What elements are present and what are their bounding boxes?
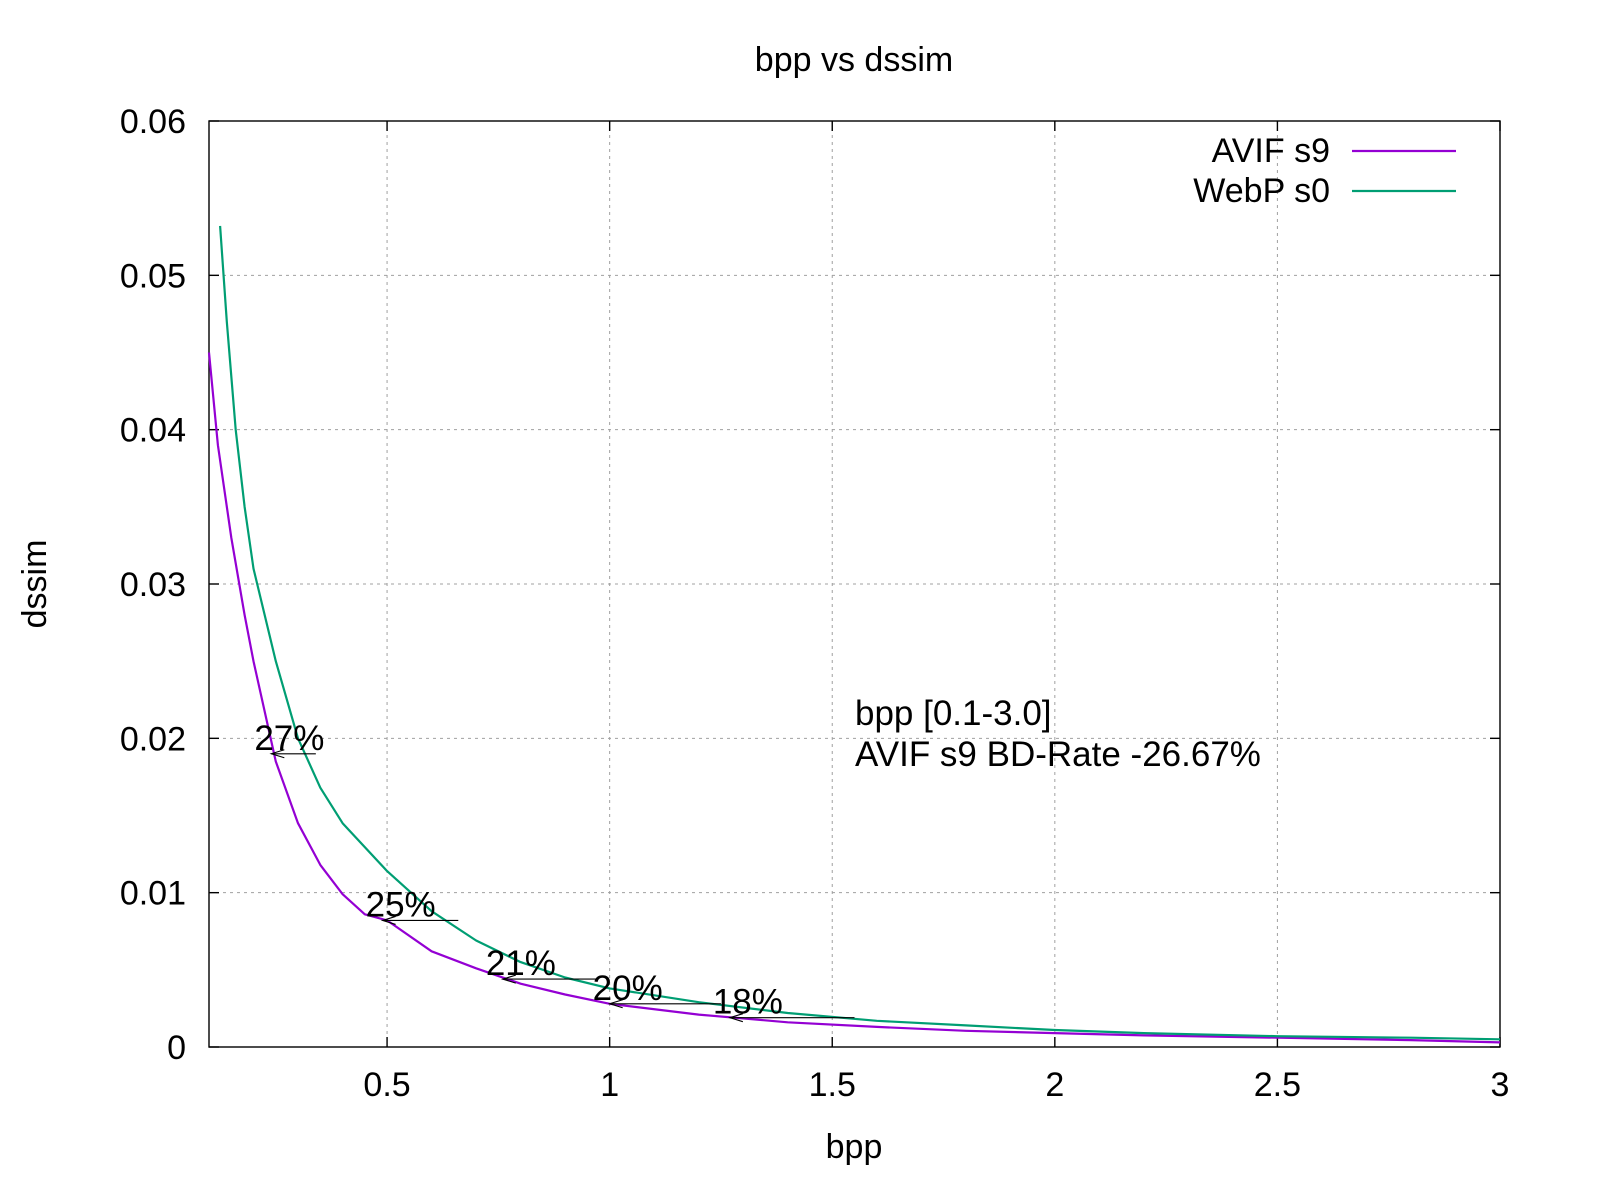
y-tick-label: 0.02 [120,720,186,758]
bd-rate-summary: bpp [0.1-3.0] AVIF s9 BD-Rate -26.67% [855,694,1261,774]
axis-ticks: 0 0.01 0.02 0.03 0.04 0.05 0.06 0.5 1 1.5 2 2.5 3 [120,103,1510,1104]
x-axis-label: bpp [826,1128,883,1166]
y-tick-label: 0 [167,1029,186,1067]
bd-rate-arrows: 27% 25% 21% 20% 18% [254,719,855,1023]
chart-title: bpp vs dssim [755,41,953,79]
bd-rate-percent-label: 21% [486,944,556,983]
bd-rate-value-text: AVIF s9 BD-Rate -26.67% [855,735,1261,774]
arrow-head [380,915,396,925]
x-tick-label: 1 [600,1066,619,1104]
arrow-head [269,749,285,759]
bd-rate-arrow: 25% [366,885,459,925]
bd-rate-percent-label: 25% [366,885,436,924]
legend: AVIF s9 WebP s0 [1193,132,1456,210]
grid [209,121,1500,1047]
bd-rate-arrow: 21% [486,944,597,984]
y-axis-label: dssim [16,540,54,629]
series-lines [207,225,1501,1044]
x-tick-label: 3 [1491,1066,1510,1104]
y-tick-label: 0.01 [120,875,186,913]
y-tick-label: 0.05 [120,257,186,295]
x-tick-label: 2 [1045,1066,1064,1104]
series-line-webp-s0 [219,225,1501,1041]
y-tick-label: 0.06 [120,103,186,141]
bd-rate-arrow: 27% [254,719,324,759]
x-tick-label: 0.5 [363,1066,410,1104]
bd-rate-arrow: 18% [713,983,855,1023]
legend-label-avif: AVIF s9 [1212,132,1330,170]
x-tick-label: 1.5 [809,1066,856,1104]
bd-rate-percent-label: 27% [254,719,324,758]
bd-rate-percent-label: 18% [713,983,783,1022]
bd-rate-arrow: 20% [593,969,721,1009]
bd-rate-range-text: bpp [0.1-3.0] [855,694,1052,733]
y-tick-label: 0.04 [120,412,186,450]
bd-rate-percent-label: 20% [593,969,663,1008]
series-line-avif-s9 [207,352,1501,1044]
arrow-head [727,1013,744,1023]
arrow-head [607,999,623,1009]
y-tick-label: 0.03 [120,566,186,604]
legend-label-webp: WebP s0 [1193,172,1330,210]
arrow-head [500,974,516,984]
x-tick-label: 2.5 [1254,1066,1301,1104]
